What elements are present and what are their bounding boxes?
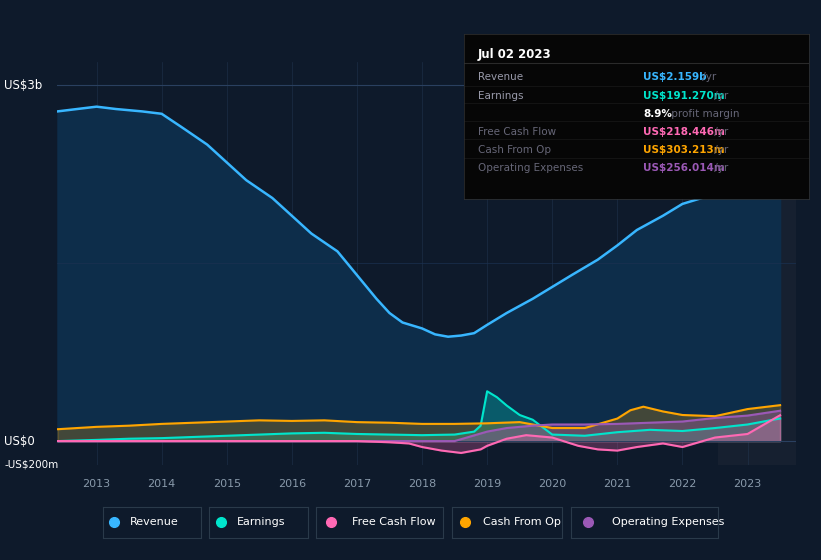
Text: Revenue: Revenue xyxy=(131,517,179,527)
Text: Jul 02 2023: Jul 02 2023 xyxy=(478,49,551,62)
Text: US$2.159b: US$2.159b xyxy=(643,72,707,82)
Text: -US$200m: -US$200m xyxy=(4,460,58,470)
Bar xyxy=(718,62,796,465)
Text: 2013: 2013 xyxy=(82,479,111,489)
Text: US$218.446m: US$218.446m xyxy=(643,127,725,137)
Text: /yr: /yr xyxy=(699,72,716,82)
Text: 2023: 2023 xyxy=(733,479,762,489)
Text: /yr: /yr xyxy=(712,127,729,137)
Text: Cash From Op: Cash From Op xyxy=(483,517,561,527)
Text: 8.9%: 8.9% xyxy=(643,109,672,119)
Text: 2022: 2022 xyxy=(668,479,697,489)
Text: Operating Expenses: Operating Expenses xyxy=(478,163,583,173)
Text: Free Cash Flow: Free Cash Flow xyxy=(478,127,556,137)
Text: US$191.270m: US$191.270m xyxy=(643,91,725,101)
Text: 2017: 2017 xyxy=(343,479,371,489)
Text: US$3b: US$3b xyxy=(4,79,43,92)
Text: Revenue: Revenue xyxy=(478,72,523,82)
Text: Cash From Op: Cash From Op xyxy=(478,145,551,155)
Text: 2015: 2015 xyxy=(213,479,241,489)
Text: Earnings: Earnings xyxy=(237,517,286,527)
Text: /yr: /yr xyxy=(712,91,729,101)
Text: Free Cash Flow: Free Cash Flow xyxy=(351,517,435,527)
Text: profit margin: profit margin xyxy=(668,109,740,119)
Text: Earnings: Earnings xyxy=(478,91,523,101)
Text: 2020: 2020 xyxy=(538,479,566,489)
Text: 2018: 2018 xyxy=(408,479,436,489)
Text: 2016: 2016 xyxy=(277,479,306,489)
Text: 2021: 2021 xyxy=(603,479,631,489)
Text: /yr: /yr xyxy=(712,163,729,173)
Text: 2014: 2014 xyxy=(148,479,176,489)
Text: US$303.213m: US$303.213m xyxy=(643,145,725,155)
Text: 2019: 2019 xyxy=(473,479,502,489)
Text: /yr: /yr xyxy=(712,145,729,155)
Text: US$256.014m: US$256.014m xyxy=(643,163,725,173)
Text: US$0: US$0 xyxy=(4,435,34,447)
Text: Operating Expenses: Operating Expenses xyxy=(612,517,724,527)
